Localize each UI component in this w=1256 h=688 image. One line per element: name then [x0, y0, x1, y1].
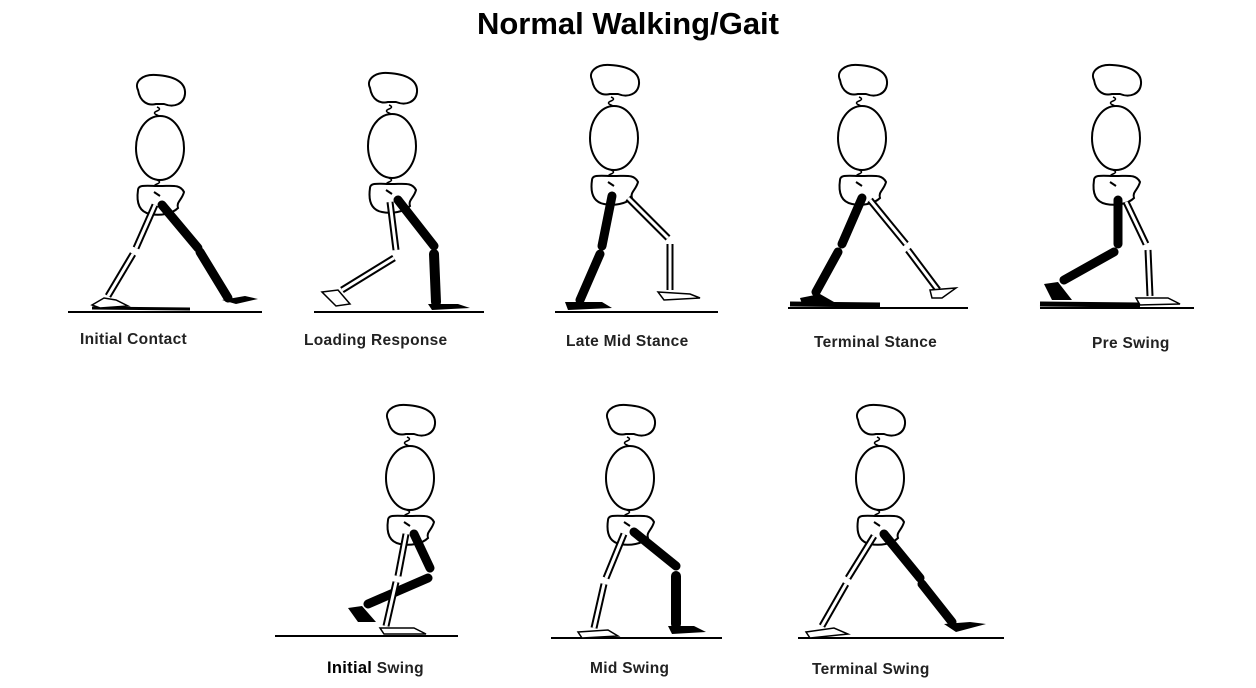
- figure-loading-response: [314, 71, 484, 313]
- figure-terminal-swing: [798, 403, 1004, 639]
- label-initial-contact: Initial Contact: [80, 331, 187, 348]
- label-initial-swing-first: Initial: [327, 659, 373, 677]
- label-initial-swing-rest: Swing: [376, 660, 424, 677]
- label-terminal-swing: Terminal Swing: [812, 661, 930, 678]
- label-loading-response: Loading Response: [304, 332, 448, 349]
- figure-pre-swing: [1039, 63, 1194, 309]
- label-terminal-stance: Terminal Stance: [814, 334, 938, 351]
- label-late-mid-stance: Late Mid Stance: [566, 333, 689, 350]
- figure-mid-swing: [551, 403, 722, 639]
- figure-initial-swing: [275, 403, 458, 637]
- figure-initial-contact: [68, 73, 262, 313]
- label-pre-swing: Pre Swing: [1092, 335, 1170, 352]
- label-mid-swing: Mid Swing: [590, 660, 670, 677]
- figure-terminal-stance: [788, 63, 968, 309]
- label-initial-swing: Initial Swing: [327, 659, 424, 678]
- figure-late-mid-stance: [555, 63, 718, 313]
- diagram-title: Normal Walking/Gait: [476, 6, 779, 41]
